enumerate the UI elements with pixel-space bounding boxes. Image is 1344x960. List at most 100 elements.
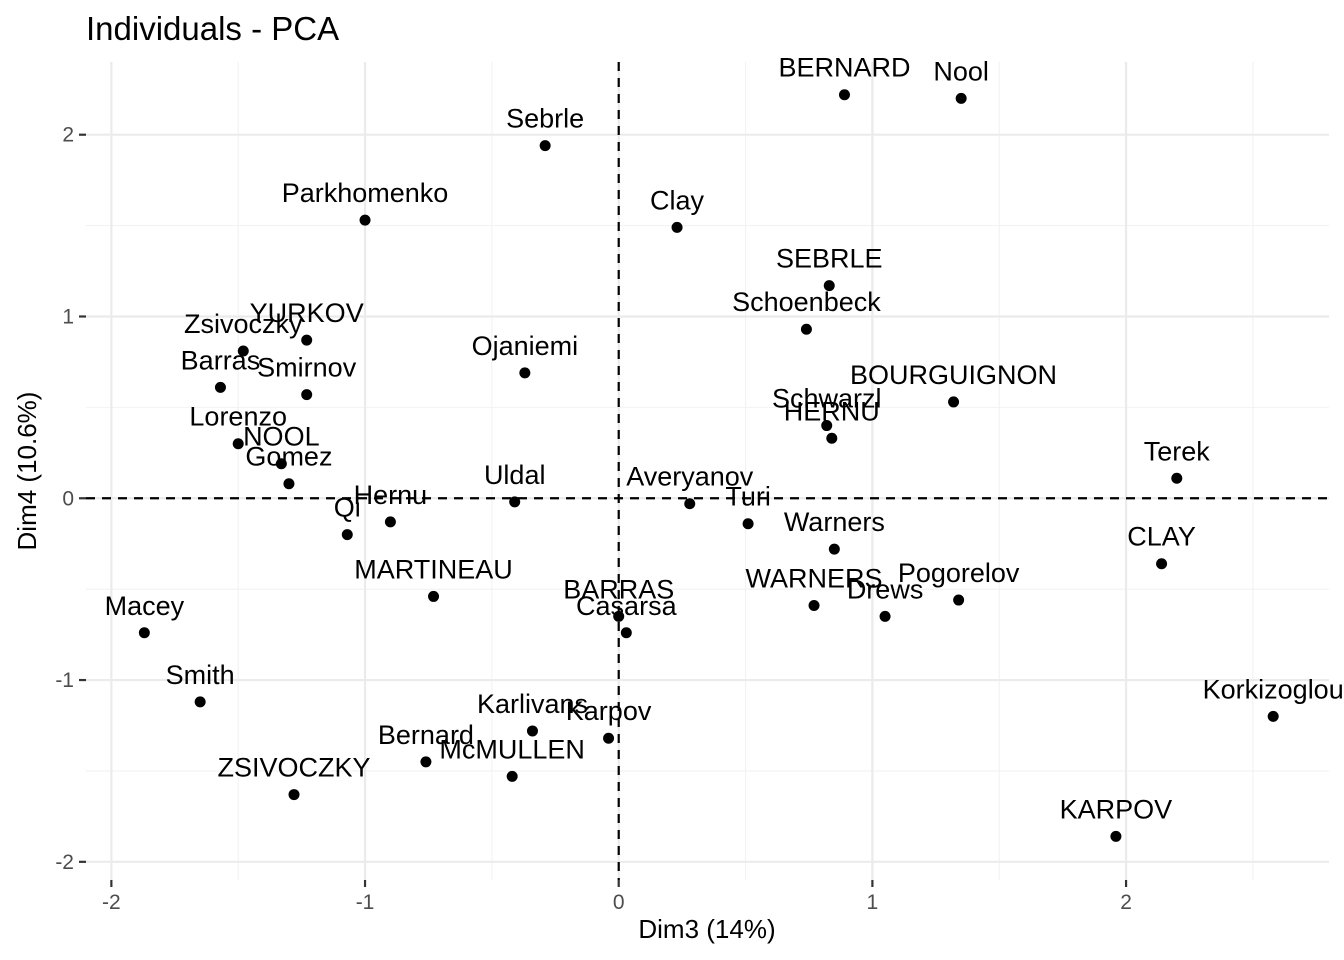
point-label: Averyanov	[626, 462, 754, 492]
point-label: Qi	[334, 493, 361, 523]
data-point	[214, 381, 226, 393]
point-label: Ojaniemi	[472, 331, 579, 361]
data-point	[288, 789, 300, 801]
data-point	[613, 610, 625, 622]
point-label: Uldal	[484, 460, 546, 490]
point-label: Casarsa	[576, 591, 678, 621]
x-axis-title: Dim3 (14%)	[638, 914, 775, 944]
data-point	[237, 345, 249, 357]
reference-lines	[86, 62, 1329, 880]
x-axis: -2 -1 0 1 2	[102, 880, 1132, 914]
point-label: Schoenbeck	[732, 287, 881, 317]
point-label: Bernard	[378, 720, 474, 750]
point-label: Turi	[725, 482, 771, 512]
data-point	[955, 92, 967, 104]
data-point	[948, 396, 960, 408]
data-point	[684, 498, 696, 510]
y-tick-label: -2	[55, 851, 74, 874]
x-tick-label: 0	[613, 891, 625, 914]
data-point	[879, 610, 891, 622]
data-point	[341, 529, 353, 541]
data-point	[826, 432, 838, 444]
point-label: SEBRLE	[776, 244, 883, 274]
point-label: Schwarzl	[772, 384, 882, 414]
data-point	[359, 214, 371, 226]
x-tick-label: -2	[102, 891, 121, 914]
point-label: BARRAS	[563, 574, 674, 604]
point-label: Parkhomenko	[282, 178, 449, 208]
point-label: MARTINEAU	[354, 554, 513, 584]
point-label: Gomez	[245, 442, 332, 472]
data-point	[821, 420, 833, 432]
data-point	[1267, 710, 1279, 722]
y-tick-label: 1	[62, 305, 74, 328]
point-label: Terek	[1144, 436, 1211, 466]
point-label: Sebrle	[506, 104, 584, 134]
point-label: HERNU	[784, 396, 880, 426]
point-label: Zsivoczky	[184, 309, 303, 339]
y-axis-title: Dim4 (10.6%)	[12, 392, 42, 551]
data-point	[1110, 830, 1122, 842]
y-axis: -2 -1 0 1 2	[55, 124, 86, 874]
point-label: McMULLEN	[439, 734, 585, 764]
data-points	[138, 89, 1279, 842]
y-tick-label: 0	[62, 487, 74, 510]
data-point	[539, 140, 551, 152]
data-point	[603, 732, 615, 744]
data-point	[519, 367, 531, 379]
data-point	[301, 334, 313, 346]
data-point	[301, 389, 313, 401]
point-label: BERNARD	[778, 53, 910, 83]
point-label: Lorenzo	[189, 402, 287, 432]
data-point	[828, 543, 840, 555]
point-label: ZSIVOCZKY	[217, 753, 370, 783]
data-point	[800, 323, 812, 335]
y-tick-label: -1	[55, 669, 74, 692]
data-point	[428, 590, 440, 602]
data-point	[808, 600, 820, 612]
point-label: YURKOV	[250, 298, 364, 328]
data-point	[384, 516, 396, 528]
point-label: BOURGUIGNON	[850, 360, 1057, 390]
point-label: Karpov	[566, 696, 652, 726]
point-label: Pogorelov	[898, 558, 1020, 588]
data-point	[953, 594, 965, 606]
data-point	[742, 518, 754, 530]
point-label: Smirnov	[257, 353, 357, 383]
data-point	[420, 756, 432, 768]
x-tick-label: 2	[1120, 891, 1132, 914]
data-point	[283, 478, 295, 490]
data-point	[194, 696, 206, 708]
data-point	[838, 89, 850, 101]
data-point	[620, 627, 632, 639]
data-point	[275, 458, 287, 470]
point-label: Karlivans	[477, 689, 588, 719]
point-label: Macey	[105, 591, 185, 621]
data-point	[232, 438, 244, 450]
point-label: Korkizoglou	[1203, 674, 1344, 704]
data-point	[1156, 558, 1168, 570]
point-label: WARNERS	[746, 564, 883, 594]
data-point	[671, 221, 683, 233]
point-label: Warners	[784, 507, 885, 537]
point-labels: BERNARD Nool Sebrle Parkhomenko Clay SEBRLE Sc…	[105, 53, 1344, 825]
data-point	[506, 770, 518, 782]
point-label: Barras	[181, 345, 261, 375]
point-label: CLAY	[1127, 522, 1196, 552]
x-tick-label: -1	[356, 891, 375, 914]
point-label: Clay	[650, 185, 705, 215]
data-point	[1171, 472, 1183, 484]
point-label: Smith	[166, 660, 235, 690]
x-tick-label: 1	[867, 891, 879, 914]
point-label: NOOL	[243, 422, 320, 452]
data-point	[138, 627, 150, 639]
point-label: KARPOV	[1060, 794, 1173, 824]
point-label: Hernu	[354, 480, 428, 510]
data-point	[509, 496, 521, 508]
data-point	[526, 725, 538, 737]
y-tick-label: 2	[62, 124, 74, 147]
point-label: Nool	[933, 56, 989, 86]
point-label: Drews	[847, 574, 924, 604]
chart-title: Individuals - PCA	[86, 10, 339, 47]
